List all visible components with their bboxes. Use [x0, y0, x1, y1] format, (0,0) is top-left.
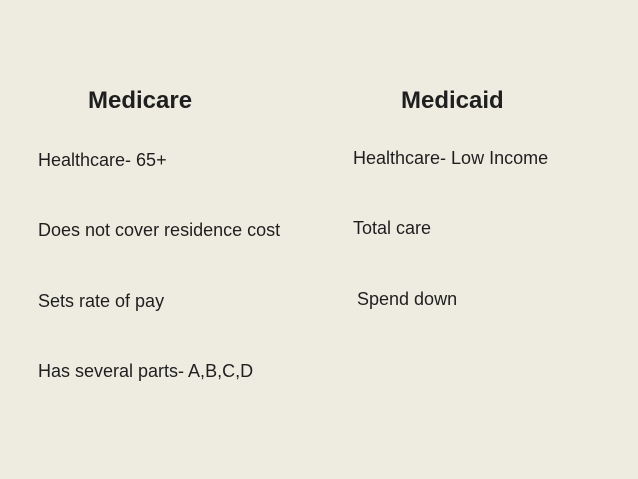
medicaid-heading: Medicaid — [401, 87, 504, 114]
medicaid-column: Healthcare- Low Income Total care Spend … — [353, 146, 623, 311]
medicaid-item: Total care — [353, 218, 432, 238]
medicare-item: Does not cover residence cost — [38, 220, 281, 240]
medicare-item: Has several parts- A,B,C,D — [38, 361, 254, 381]
medicare-column: Healthcare- 65+ Does not cover residence… — [38, 148, 313, 383]
medicare-heading: Medicare — [88, 87, 193, 114]
medicare-item: Healthcare- 65+ — [38, 150, 167, 170]
medicaid-item: Spend down — [357, 289, 458, 309]
medicare-item: Sets rate of pay — [38, 291, 165, 311]
medicaid-item: Healthcare- Low Income — [353, 148, 549, 168]
